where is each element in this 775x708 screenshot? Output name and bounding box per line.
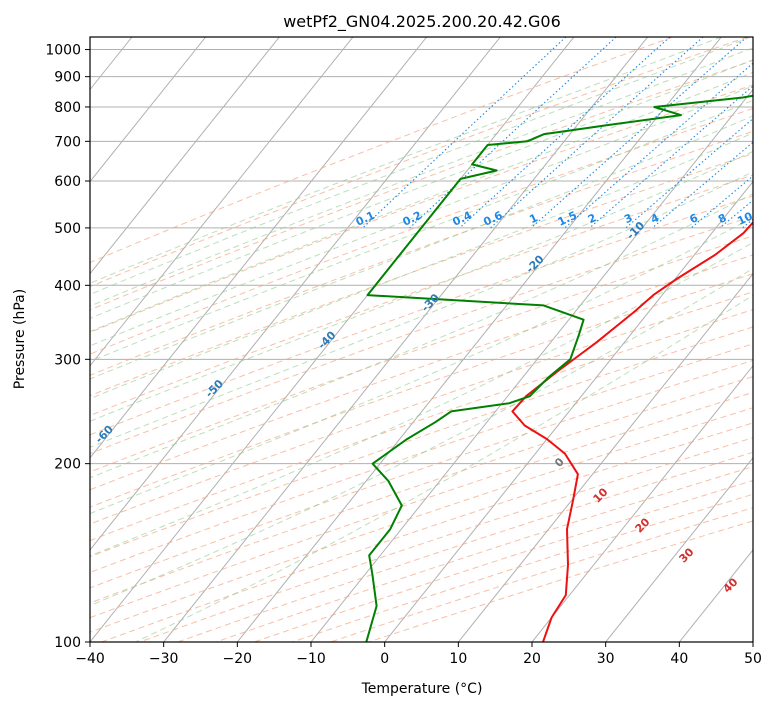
y-tick-label: 1000: [45, 43, 81, 59]
dry-adiabat: [90, 391, 753, 619]
dewpoint-profile-line: [365, 94, 753, 642]
isotherm-gridline: [163, 37, 649, 642]
y-tick-label: 300: [54, 352, 81, 368]
dry-adiabat: [90, 174, 753, 417]
isotherm-gridline: [90, 37, 280, 275]
dry-adiabat: [90, 376, 753, 604]
isotherm-gridline: [90, 37, 428, 459]
dry-adiabat: [90, 37, 673, 264]
y-tick-label: 400: [54, 278, 81, 294]
moist-adiabat: [90, 115, 753, 380]
dry-adiabat: [90, 309, 753, 542]
x-tick-label: 20: [523, 651, 541, 667]
y-tick-label: 500: [54, 221, 81, 237]
moist-adiabat: [90, 85, 753, 347]
x-tick-label: 50: [744, 651, 762, 667]
mixing-ratio-line: [490, 37, 704, 229]
temperature-profile-line: [511, 220, 753, 642]
x-tick-label: −30: [149, 651, 179, 667]
plot-frame: [89, 36, 754, 643]
isotherm-gridline: [90, 37, 207, 183]
y-tick-label: 800: [54, 100, 81, 116]
y-tick-label: 700: [54, 134, 81, 150]
moist-adiabat: [90, 71, 753, 333]
x-tick-label: 40: [670, 651, 688, 667]
dry-adiabat: [90, 254, 753, 491]
dry-adiabat: [90, 107, 753, 355]
mixing-ratio-line: [459, 37, 671, 229]
isotherm-gridline: [90, 37, 501, 551]
mixing-ratio-label: 10: [735, 209, 755, 227]
x-tick-label: −20: [223, 651, 253, 667]
moist-adiabat: [90, 171, 753, 448]
dry-adiabat: [90, 130, 753, 376]
x-tick-label: −10: [296, 651, 326, 667]
dry-adiabat: [90, 59, 753, 311]
moist-adiabat: [90, 59, 753, 320]
x-tick-label: 10: [449, 651, 467, 667]
dry-adiabat: [90, 235, 753, 473]
isotherm-gridline: [90, 37, 354, 367]
x-tick-label: 30: [597, 651, 615, 667]
mixing-ratio-line: [564, 62, 753, 229]
moist-adiabat: [90, 47, 753, 307]
x-axis: −40 −30 −20 −10 0 10 20 30 40 50: [75, 642, 762, 667]
moist-adiabat: [90, 37, 722, 284]
x-tick-label: 0: [380, 651, 389, 667]
background-reference-lines: [90, 37, 753, 642]
chart-title: wetPf2_GN04.2025.200.20.42.G06: [283, 12, 561, 32]
isotherm-gridline: [531, 364, 753, 642]
y-axis: 100 200 300 400 500 600 700 800 900 1000: [45, 43, 90, 651]
moist-adiabat: [135, 294, 753, 642]
isotherm-gridline: [236, 37, 722, 642]
mixing-ratio-line: [652, 141, 753, 229]
x-tick-label: −40: [75, 651, 105, 667]
isotherm-gridline: [605, 457, 753, 642]
y-tick-label: 900: [54, 70, 81, 86]
y-tick-label: 600: [54, 174, 81, 190]
dry-adiabat: [90, 195, 753, 436]
y-tick-label: 100: [54, 635, 81, 651]
sounding-profiles: [365, 94, 753, 642]
isotherm-gridline: [457, 272, 753, 642]
moist-adiabat: [90, 150, 753, 422]
isotherm-gridline: [384, 180, 753, 642]
isotherm-gridline: [90, 37, 575, 642]
dry-adiabat: [90, 37, 748, 288]
y-axis-label: Pressure (hPa): [12, 289, 28, 389]
moist-adiabat: [90, 241, 753, 557]
y-tick-label: 200: [54, 457, 81, 473]
dry-adiabat: [90, 291, 753, 525]
x-axis-label: Temperature (°C): [361, 681, 483, 697]
